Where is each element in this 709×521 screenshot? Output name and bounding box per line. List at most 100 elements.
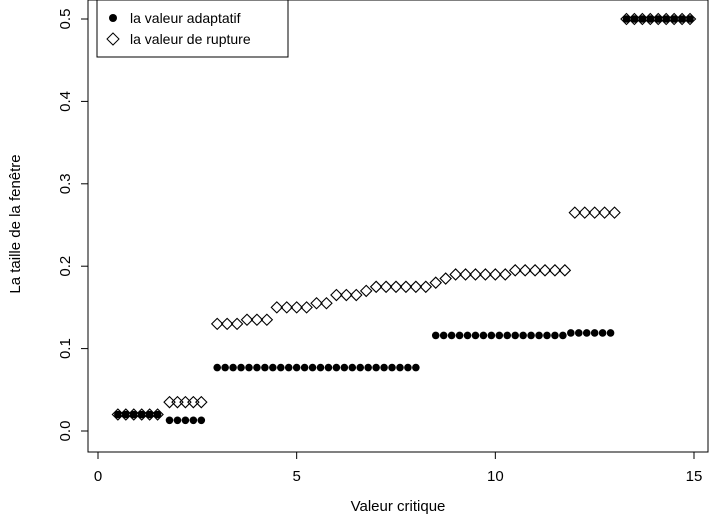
point-adaptatif [479, 331, 488, 340]
point-rupture [250, 313, 264, 327]
point-rupture [210, 317, 224, 331]
point-adaptatif [630, 15, 639, 23]
point-rupture [578, 206, 592, 219]
point-rupture [409, 280, 423, 294]
point-rupture [489, 268, 502, 281]
point-adaptatif [181, 416, 190, 425]
point-adaptatif [431, 331, 440, 340]
point-adaptatif [495, 331, 504, 340]
point-adaptatif [137, 410, 146, 419]
point-adaptatif [153, 410, 162, 419]
y-tick-label: 0.5 [57, 9, 74, 30]
point-adaptatif [487, 331, 496, 340]
point-adaptatif [122, 410, 130, 419]
point-rupture [240, 313, 254, 327]
point-adaptatif [396, 363, 404, 372]
point-adaptatif [662, 15, 670, 23]
x-tick-label: 0 [94, 468, 102, 485]
point-adaptatif [670, 15, 678, 23]
point-rupture [369, 280, 383, 294]
y-tick-label: 0.2 [57, 256, 74, 277]
point-adaptatif [364, 363, 372, 372]
point-rupture [449, 268, 462, 281]
point-adaptatif [145, 410, 154, 419]
point-rupture [349, 288, 363, 302]
point-adaptatif [316, 363, 325, 372]
point-rupture [439, 272, 452, 285]
point-adaptatif [173, 416, 182, 425]
data-points [111, 12, 697, 425]
point-rupture [518, 264, 532, 277]
point-adaptatif [463, 331, 472, 340]
point-rupture [429, 276, 443, 289]
point-adaptatif [324, 363, 333, 372]
point-rupture [389, 280, 403, 294]
point-adaptatif [567, 329, 575, 337]
point-adaptatif [686, 15, 694, 23]
point-adaptatif [404, 363, 412, 372]
point-adaptatif [269, 363, 277, 372]
point-adaptatif [598, 329, 607, 337]
point-adaptatif [253, 363, 261, 372]
point-adaptatif [229, 363, 237, 372]
point-adaptatif [332, 363, 341, 372]
point-adaptatif [678, 15, 686, 23]
point-rupture [528, 264, 542, 277]
point-rupture [330, 288, 343, 302]
point-rupture [187, 395, 200, 409]
point-rupture [419, 280, 433, 294]
point-rupture [498, 268, 512, 281]
point-rupture [538, 264, 552, 277]
point-adaptatif [654, 15, 663, 23]
point-rupture [195, 395, 208, 409]
point-adaptatif [559, 331, 567, 340]
point-adaptatif [380, 363, 388, 372]
point-rupture [548, 264, 562, 277]
point-adaptatif [503, 331, 512, 340]
point-rupture [598, 206, 611, 219]
point-rupture [479, 268, 492, 281]
point-rupture [230, 317, 244, 331]
y-axis-label: La taille de la fenêtre [7, 154, 24, 293]
series-rupture [111, 12, 697, 421]
point-rupture [340, 288, 353, 302]
x-tick-label: 15 [686, 468, 703, 485]
point-adaptatif [114, 410, 122, 419]
point-rupture [151, 408, 164, 421]
legend-marker-rupture [106, 32, 120, 46]
point-rupture [469, 268, 482, 281]
point-adaptatif [276, 363, 285, 372]
point-rupture [163, 395, 176, 409]
point-adaptatif [455, 331, 464, 340]
axes: 0 5 10 15 0.0 0.1 0.2 0.3 0.4 0.5 [57, 9, 702, 485]
point-adaptatif [261, 363, 269, 372]
y-tick-label: 0.0 [57, 421, 74, 442]
point-adaptatif [221, 363, 229, 372]
point-adaptatif [237, 363, 245, 372]
point-adaptatif [527, 331, 535, 340]
point-adaptatif [590, 329, 599, 337]
point-adaptatif [471, 331, 480, 340]
point-adaptatif [439, 331, 448, 340]
point-adaptatif [189, 416, 198, 425]
point-adaptatif [646, 15, 655, 23]
point-rupture [359, 284, 373, 298]
point-adaptatif [574, 329, 583, 337]
point-rupture [683, 12, 697, 26]
series-adaptatif [114, 15, 694, 425]
point-adaptatif [213, 363, 221, 372]
point-adaptatif [165, 416, 174, 425]
point-adaptatif [606, 329, 615, 337]
point-adaptatif [388, 363, 396, 372]
y-tick-label: 0.3 [57, 173, 74, 194]
point-adaptatif [582, 329, 591, 337]
point-rupture [220, 317, 234, 331]
point-adaptatif [129, 410, 138, 419]
x-axis-label: Valeur critique [351, 498, 446, 515]
point-rupture [320, 297, 333, 310]
legend-box [96, 0, 289, 58]
point-adaptatif [356, 363, 365, 372]
plot-frame [87, 0, 709, 453]
point-adaptatif [348, 363, 357, 372]
point-rupture [568, 206, 582, 219]
